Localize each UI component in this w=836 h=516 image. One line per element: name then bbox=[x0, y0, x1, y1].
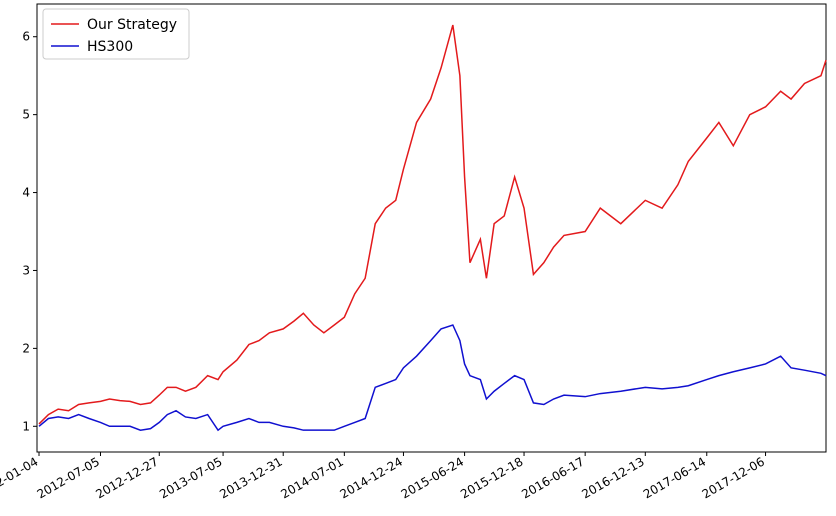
x-tick-label: 2016-12-13 bbox=[579, 454, 646, 501]
y-tick-label: 1 bbox=[22, 419, 30, 433]
legend-box bbox=[42, 8, 190, 60]
x-tick-label: 2014-07-01 bbox=[278, 454, 345, 501]
x-tick-label: 2013-12-31 bbox=[217, 454, 284, 501]
series-line bbox=[38, 324, 827, 432]
x-tick-label: 2014-12-24 bbox=[338, 454, 405, 501]
x-tick-label: 2012-07-05 bbox=[35, 454, 102, 501]
x-tick-label: 2017-06-14 bbox=[641, 454, 708, 501]
series-line bbox=[38, 24, 827, 425]
legend-label: HS300 bbox=[87, 39, 133, 55]
legend-label: Our Strategy bbox=[87, 17, 177, 33]
y-tick-label: 4 bbox=[22, 186, 30, 200]
y-tick-label: 2 bbox=[22, 341, 30, 355]
y-tick-label: 6 bbox=[22, 30, 30, 44]
x-tick-label: 2016-06-17 bbox=[519, 454, 586, 501]
x-tick-label: 2015-12-18 bbox=[458, 454, 525, 501]
x-tick-label: 2012-01-04 bbox=[0, 454, 41, 501]
plot-frame bbox=[36, 3, 827, 453]
y-tick-label: 5 bbox=[22, 108, 30, 122]
x-tick-label: 2015-06-24 bbox=[399, 454, 466, 501]
y-tick-label: 3 bbox=[22, 263, 30, 277]
x-tick-label: 2012-12-27 bbox=[93, 454, 160, 501]
x-tick-label: 2013-07-05 bbox=[157, 454, 224, 501]
x-tick-label: 2017-12-06 bbox=[700, 454, 767, 501]
